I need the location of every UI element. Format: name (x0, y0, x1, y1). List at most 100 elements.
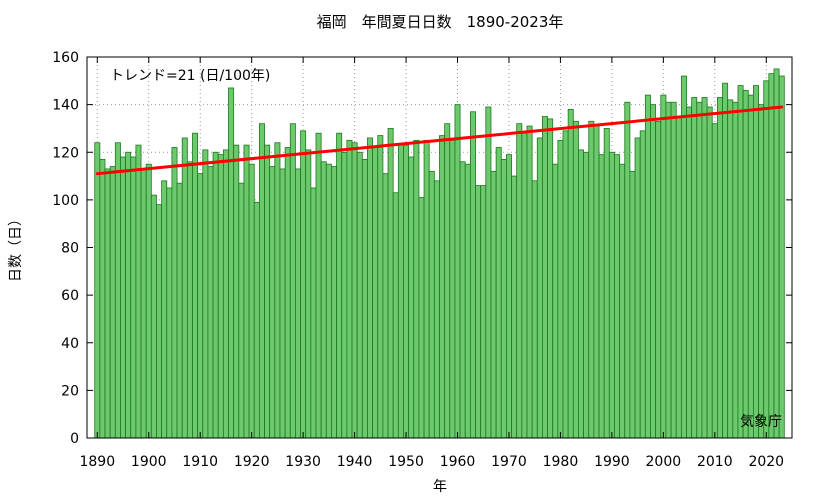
bar (336, 132, 343, 439)
bar (727, 99, 734, 439)
credit-label: 気象庁 (740, 414, 782, 430)
x-tick-label: 1970 (491, 454, 527, 470)
bars (94, 68, 785, 439)
x-tick-label: 2010 (697, 454, 733, 470)
bar (691, 97, 698, 439)
bar (644, 94, 651, 439)
bar (449, 139, 456, 439)
bar (485, 106, 492, 439)
bar (526, 125, 533, 439)
x-tick-label: 1940 (337, 454, 373, 470)
y-tick-label: 140 (52, 98, 79, 114)
bar (614, 154, 621, 439)
bar (490, 170, 497, 439)
y-tick-label: 40 (61, 336, 79, 352)
bar (392, 192, 399, 439)
bar (145, 163, 152, 439)
bar (367, 137, 374, 439)
x-tick-label: 2000 (646, 454, 682, 470)
bar (475, 185, 482, 439)
bar (650, 104, 657, 439)
bar (202, 149, 209, 439)
bar (763, 80, 770, 439)
bar (768, 73, 775, 439)
bar (284, 147, 291, 439)
x-axis: 1890 1900 1910 1920 1930 1940 1950 1960 1970 1980… (79, 57, 784, 470)
bar (310, 187, 317, 439)
bar (439, 135, 446, 439)
bar (603, 128, 610, 439)
x-tick-label: 1910 (182, 454, 218, 470)
bar (742, 89, 749, 439)
bar (212, 151, 219, 439)
bar (372, 147, 379, 439)
bar (176, 182, 183, 439)
bar (125, 151, 132, 439)
bar (156, 204, 163, 439)
bar (562, 130, 569, 439)
x-tick-label: 2020 (748, 454, 784, 470)
x-tick-label: 1890 (79, 454, 115, 470)
bar (130, 156, 137, 439)
x-tick-label: 1980 (543, 454, 579, 470)
y-tick-label: 160 (52, 50, 79, 66)
bar (536, 137, 543, 439)
y-tick-label: 0 (70, 431, 79, 447)
bar (655, 120, 662, 439)
bar (305, 149, 312, 439)
x-tick-label: 1920 (234, 454, 270, 470)
bar (686, 106, 693, 439)
bar (207, 166, 214, 439)
bar (356, 151, 363, 439)
bar (315, 132, 322, 439)
bar (295, 168, 301, 439)
bar (701, 97, 708, 439)
chart-title: 福岡 年間夏日日数 1890-2023年 (317, 13, 564, 31)
bar (408, 156, 415, 439)
bar (150, 194, 157, 439)
bar (274, 142, 281, 439)
bar (737, 85, 744, 439)
bar (593, 125, 600, 439)
bar (547, 118, 554, 439)
bar (109, 166, 116, 439)
bar (418, 197, 425, 439)
bar (469, 111, 476, 439)
bar (161, 180, 168, 439)
x-tick-label: 1900 (131, 454, 167, 470)
bar (264, 144, 271, 439)
bar (99, 158, 106, 439)
x-tick-label: 1950 (388, 454, 424, 470)
bar (454, 104, 461, 439)
bar (516, 123, 523, 439)
bar (511, 175, 518, 439)
bar (670, 101, 677, 439)
bar (706, 106, 713, 439)
bar (588, 120, 595, 439)
x-tick-label: 1990 (594, 454, 630, 470)
bar (572, 120, 579, 439)
bar (665, 101, 672, 439)
bar (680, 75, 687, 439)
bar (320, 161, 327, 439)
bar (660, 94, 667, 439)
bar (598, 154, 605, 439)
bar (747, 94, 754, 439)
bar (238, 182, 245, 439)
bar (629, 170, 636, 439)
bar (192, 132, 199, 439)
bar (521, 132, 528, 439)
bar (248, 163, 255, 439)
bar (166, 187, 173, 439)
bar (135, 144, 142, 439)
y-axis-label: 日数（日） (8, 212, 24, 282)
bar (583, 151, 590, 439)
bar (279, 168, 286, 439)
trend-line (95, 105, 784, 176)
bar (722, 82, 729, 439)
bar (716, 97, 723, 439)
bar (578, 149, 584, 439)
bar (289, 123, 296, 439)
bar (300, 130, 307, 439)
